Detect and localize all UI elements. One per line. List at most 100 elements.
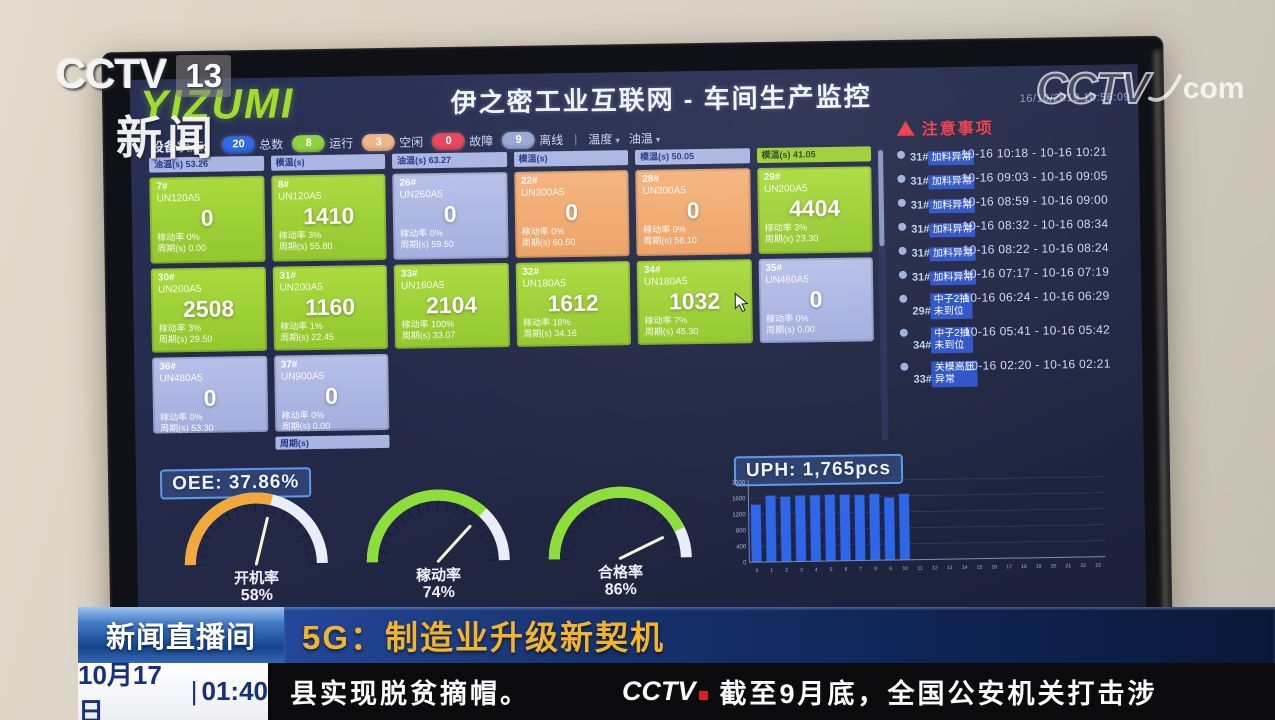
program-name-badge: 新闻直播间 [78, 607, 284, 663]
machine-card-37[interactable]: 37# UN900A5 0 稼动率 0% 周期(s) 0.00 [273, 353, 390, 432]
machine-count: 1160 [304, 293, 356, 321]
grid-scrollbar-thumb[interactable] [877, 150, 885, 247]
svg-text:16: 16 [991, 564, 997, 570]
machine-count: 0 [200, 204, 214, 231]
status-badge-count: 9 [502, 131, 536, 149]
machine-cycle: 周期(s) 23.30 [764, 233, 819, 244]
bullet-icon [897, 174, 906, 183]
machine-card-8[interactable]: 8# UN120A5 1410 稼动率 3% 周期(s) 55.80 [270, 173, 387, 262]
svg-text:0: 0 [743, 560, 747, 566]
svg-text:11: 11 [917, 566, 923, 572]
bullet-icon [898, 222, 907, 231]
status-badge-label: 运行 [329, 135, 354, 151]
machine-card-28[interactable]: 28# UN300A5 0 稼动率 0% 周期(s) 58.10 [635, 168, 752, 256]
status-divider: | [574, 131, 578, 146]
notice-item: 29# 10-16 06:24 - 10-16 06:29 中子2抽 未到位 [899, 288, 1135, 320]
machine-cycle: 周期(s) 0.00 [766, 324, 815, 335]
cctv-com-watermark: CCTV com [1035, 63, 1245, 114]
column-header: 模温(s) [513, 150, 629, 167]
svg-text:20: 20 [1051, 563, 1057, 569]
warning-icon [896, 120, 915, 136]
machine-card-29[interactable]: 29# UN200A5 4404 稼动率 3% 周期(s) 23.30 [756, 166, 873, 255]
chevron-down-icon: ▾ [655, 134, 661, 145]
machine-card-26[interactable]: 26# UN260A5 0 稼动率 0% 周期(s) 59.50 [392, 172, 509, 260]
machine-model: UN180A5 [643, 276, 688, 288]
machine-card-32[interactable]: 32# UN180A5 1612 稼动率 18% 周期(s) 34.16 [515, 261, 631, 347]
watermark-com-text: com [1182, 72, 1245, 105]
notice-time: 10-16 02:20 - 10-16 02:21 [964, 356, 1111, 373]
svg-text:5: 5 [830, 567, 833, 573]
svg-text:1200: 1200 [732, 512, 746, 518]
grid-scrollbar[interactable] [876, 146, 889, 441]
machine-model: UN180A5 [522, 278, 566, 290]
machine-count: 0 [324, 382, 339, 409]
machine-model: UN200A5 [279, 281, 323, 294]
machine-model: UN460A5 [765, 274, 809, 286]
machine-card-31[interactable]: 31# UN200A5 1160 稼动率 1% 周期(s) 22.45 [272, 264, 389, 351]
machine-card-7[interactable]: 7# UN120A5 0 稼动率 0% 周期(s) 0.00 [149, 175, 266, 264]
notice-time: 10-16 08:59 - 10-16 09:00 [961, 192, 1109, 209]
ticker-cctv-logo: CCTV [622, 676, 708, 707]
notice-time: 10-16 09:03 - 10-16 09:05 [961, 168, 1108, 185]
status-badge-label: 总数 [259, 137, 284, 152]
machine-count: 1410 [302, 202, 355, 230]
swoosh-icon [1147, 73, 1182, 102]
machine-count: 0 [565, 198, 579, 226]
machine-model: UN260A5 [399, 189, 444, 201]
machine-card-22[interactable]: 22# UN300A5 0 稼动率 0% 周期(s) 60.50 [513, 170, 630, 258]
gauge-value: 58% [240, 586, 274, 605]
column-header: 模温(s) [270, 153, 386, 171]
svg-text:800: 800 [736, 528, 747, 534]
notice-title-text: 注意事项 [921, 120, 994, 139]
machine-count: 0 [686, 197, 700, 224]
svg-text:21: 21 [1066, 563, 1072, 569]
notice-list: 31# 10-16 10:18 - 10-16 10:21 加料异常 31# 10-16… [896, 144, 1137, 388]
machine-model: UN480A5 [159, 372, 203, 385]
machine-cycle: 周期(s) 53.30 [160, 422, 214, 434]
gauge-value: 86% [604, 581, 637, 599]
ticker-text-left: 县实现脱贫摘帽。 [290, 679, 530, 709]
filter-oil-temperature[interactable]: 油温 ▾ [629, 129, 661, 146]
date-time-box: 10月17日 | 01:40 [78, 660, 268, 720]
bullet-icon [897, 198, 906, 207]
machine-card-36[interactable]: 36# UN480A5 0 稼动率 0% 周期(s) 53.30 [152, 355, 268, 434]
machine-cycle: 周期(s) 33.07 [401, 329, 456, 341]
bullet-icon [899, 328, 908, 337]
machine-grid: 油温(s) 53.26 模温(s) 油温(s) 63.27 模温(s) 模温(s) 50… [148, 146, 876, 451]
bullet-icon [899, 294, 908, 303]
notice-item: 34# 10-16 05:41 - 10-16 05:42 中子2抽 未到位 [899, 322, 1136, 354]
column-header: 模温(s) 50.05 [634, 148, 750, 166]
machine-count: 0 [809, 286, 823, 313]
machine-model: UN200A5 [763, 183, 808, 195]
filter-temperature[interactable]: 温度 ▾ [588, 130, 620, 147]
status-badge-count: 20 [221, 135, 256, 153]
machine-card-35[interactable]: 35# UN460A5 0 稼动率 0% 周期(s) 0.00 [758, 257, 874, 344]
channel-logo: CCTV 13 [56, 50, 232, 98]
bullet-icon [896, 150, 906, 159]
watermark-cctv-text: CCTV [1035, 63, 1151, 114]
machine-card-30[interactable]: 30# UN200A5 2508 稼动率 3% 周期(s) 29.50 [150, 266, 267, 353]
news-headline: 5G：制造业升级新契机 [284, 607, 1275, 663]
notice-item: 31# 10-16 08:32 - 10-16 08:34 加料异常 [898, 216, 1134, 238]
notice-time: 10-16 08:22 - 10-16 08:24 [962, 240, 1109, 257]
machine-model: UN120A5 [278, 190, 322, 203]
status-badge-count: 0 [432, 132, 466, 150]
notice-machine: 31# [909, 151, 929, 164]
column-header: 油温(s) 63.27 [391, 152, 507, 169]
column-header-partial: 周期(s) [274, 434, 390, 450]
svg-text:400: 400 [736, 544, 747, 550]
machine-count: 0 [443, 200, 457, 228]
machine-cycle: 周期(s) 0.00 [157, 242, 206, 254]
notice-machine: 31# [911, 247, 931, 260]
machine-model: UN300A5 [521, 187, 565, 199]
machine-model: UN300A5 [642, 185, 687, 197]
status-badge-label: 空闲 [399, 134, 424, 150]
gauge-arc [548, 486, 692, 560]
ticker-bar: 县实现脱贫摘帽。 CCTV 截至9月底，全国公安机关打击涉 [268, 663, 1275, 720]
mouse-cursor [734, 292, 749, 312]
channel-sub-label: 新闻 [116, 112, 218, 164]
notice-item: 31# 10-16 10:18 - 10-16 10:21 加料异常 [896, 144, 1133, 166]
machine-card-33[interactable]: 33# UN160A5 2104 稼动率 100% 周期(s) 33.07 [393, 263, 510, 349]
svg-text:17: 17 [1006, 564, 1012, 570]
